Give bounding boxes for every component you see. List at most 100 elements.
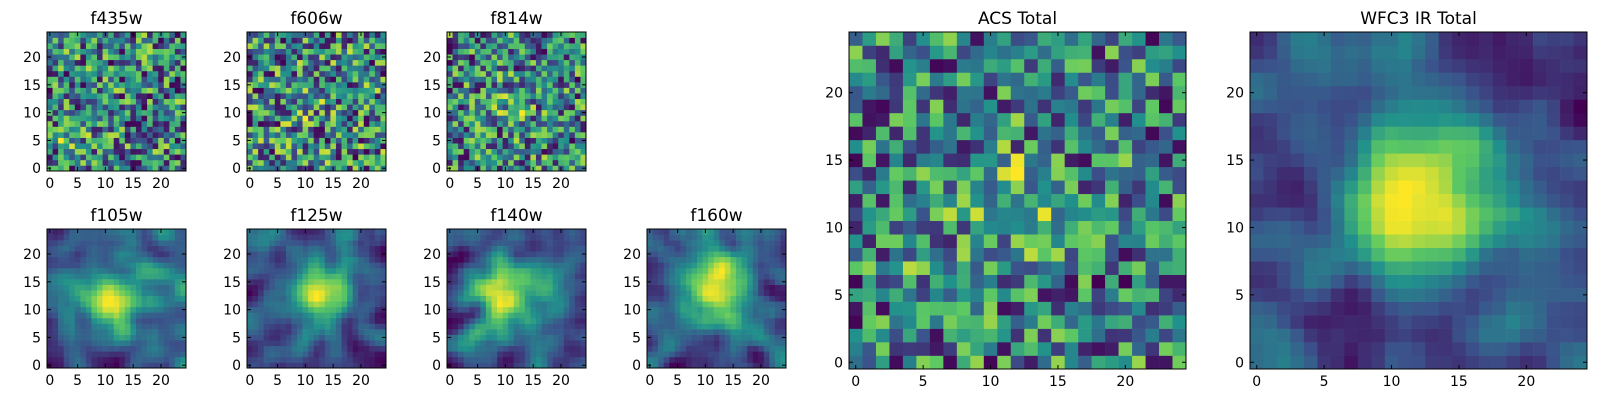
- heatmap-cell: [52, 98, 59, 105]
- heatmap-cell: [152, 104, 159, 111]
- heatmap-cell: [474, 323, 481, 330]
- heatmap-cell: [780, 323, 787, 330]
- heatmap-cell: [91, 240, 98, 246]
- heatmap-cell: [380, 48, 387, 55]
- heatmap-cell: [458, 87, 464, 94]
- heatmap-cell: [541, 273, 548, 280]
- x-tick-label: 10: [496, 176, 514, 192]
- heatmap-cell: [247, 148, 253, 155]
- heatmap-cell: [258, 98, 264, 105]
- heatmap-cell: [80, 301, 87, 308]
- heatmap-cell: [524, 70, 531, 77]
- heatmap-cell: [530, 356, 537, 363]
- heatmap-cell: [508, 290, 515, 297]
- heatmap-cell: [341, 290, 348, 297]
- heatmap-cell: [474, 82, 481, 88]
- heatmap-cell: [1064, 220, 1079, 235]
- heatmap-cell: [541, 356, 548, 363]
- heatmap-cell: [558, 279, 565, 285]
- heatmap-cell: [174, 312, 181, 319]
- heatmap-cell: [330, 323, 337, 330]
- heatmap-cell: [713, 301, 720, 308]
- heatmap-cell: [458, 345, 464, 352]
- heatmap-cell: [563, 43, 570, 49]
- heatmap-cell: [685, 251, 692, 258]
- heatmap-cell: [519, 65, 526, 72]
- heatmap-cell: [480, 87, 487, 94]
- heatmap-cell: [574, 256, 581, 263]
- heatmap-cell: [452, 334, 459, 341]
- heatmap-cell: [552, 48, 559, 55]
- heatmap-cell: [135, 284, 142, 291]
- heatmap-cell: [1118, 261, 1133, 275]
- heatmap-cell: [52, 234, 59, 241]
- heatmap-cell: [130, 43, 137, 49]
- heatmap-cell: [452, 329, 459, 335]
- heatmap-cell: [147, 93, 153, 100]
- heatmap-cell: [680, 256, 687, 263]
- heatmap-cell: [697, 334, 703, 341]
- heatmap-cell: [541, 120, 548, 127]
- heatmap-cell: [452, 273, 459, 280]
- heatmap-cell: [280, 290, 287, 297]
- heatmap-cell: [69, 245, 76, 252]
- heatmap-cell: [369, 301, 376, 308]
- heatmap-cell: [347, 82, 353, 88]
- heatmap-cell: [302, 126, 309, 133]
- heatmap-cell: [319, 284, 326, 291]
- heatmap-cell: [463, 70, 470, 77]
- heatmap-cell: [135, 37, 142, 44]
- heatmap-cell: [447, 267, 453, 274]
- heatmap-cell: [274, 290, 281, 297]
- heatmap-cell: [341, 159, 348, 166]
- heatmap-cell: [519, 82, 526, 88]
- heatmap-cell: [97, 159, 103, 166]
- heatmap-cell: [508, 229, 515, 235]
- heatmap-cell: [147, 82, 153, 88]
- heatmap-cell: [741, 234, 748, 241]
- heatmap-cell: [63, 109, 70, 116]
- heatmap-cell: [983, 274, 998, 289]
- heatmap-cell: [47, 312, 53, 319]
- heatmap-cell: [297, 345, 303, 352]
- heatmap-cell: [135, 109, 142, 116]
- heatmap-cell: [252, 104, 259, 111]
- heatmap-cell: [47, 59, 53, 66]
- heatmap-cell: [508, 54, 515, 61]
- heatmap-cell: [741, 290, 748, 297]
- heatmap-cell: [180, 356, 187, 363]
- heatmap-cell: [674, 340, 681, 347]
- heatmap-cell: [74, 306, 81, 313]
- heatmap-cell: [252, 70, 259, 77]
- heatmap-cell: [58, 245, 64, 252]
- heatmap-cell: [47, 317, 53, 324]
- heatmap-cell: [135, 76, 142, 83]
- heatmap-cell: [547, 132, 553, 138]
- heatmap-cell: [502, 126, 509, 133]
- heatmap-cell: [508, 273, 515, 280]
- heatmap-cell: [174, 356, 181, 363]
- heatmap-cell: [1118, 328, 1133, 343]
- heatmap-cell: [97, 87, 103, 94]
- heatmap-cell: [530, 234, 537, 241]
- heatmap-cell: [380, 148, 387, 155]
- heatmap-cell: [341, 104, 348, 111]
- heatmap-cell: [758, 295, 765, 302]
- heatmap-cell: [85, 87, 92, 94]
- heatmap-cell: [524, 240, 531, 246]
- heatmap-cell: [152, 229, 159, 235]
- heatmap-cell: [130, 126, 137, 133]
- heatmap-cell: [563, 115, 570, 122]
- heatmap-cell: [58, 37, 64, 44]
- heatmap-cell: [758, 334, 765, 341]
- heatmap-cell: [58, 59, 64, 66]
- heatmap-cell: [497, 229, 503, 235]
- heatmap-cell: [113, 159, 120, 166]
- heatmap-cell: [358, 143, 365, 150]
- heatmap-cell: [113, 340, 120, 347]
- heatmap-cell: [141, 356, 148, 363]
- heatmap-cell: [297, 154, 303, 161]
- heatmap-cell: [758, 317, 765, 324]
- heatmap-cell: [119, 240, 126, 246]
- heatmap-cell: [519, 54, 526, 61]
